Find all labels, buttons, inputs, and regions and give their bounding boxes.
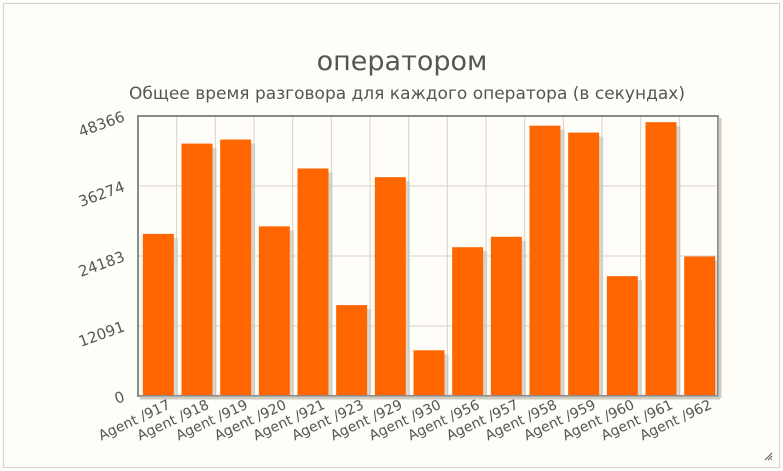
y-tick-label: 12091: [76, 318, 127, 351]
y-tick-label: 24183: [76, 248, 127, 281]
bar: [297, 168, 329, 396]
bar: [684, 256, 716, 396]
chart-panel: оператором Общее время разговора для каж…: [3, 3, 780, 468]
chart-subtitle: Общее время разговора для каждого операт…: [129, 84, 685, 104]
resize-grip-icon[interactable]: [763, 451, 773, 461]
y-tick-label: 0: [112, 388, 127, 408]
bar: [413, 350, 445, 396]
bar: [606, 276, 638, 396]
bar: [142, 233, 174, 396]
bar: [220, 139, 252, 396]
y-tick-label: 48366: [76, 108, 127, 141]
y-tick-label: 36274: [76, 178, 127, 211]
bar: [181, 143, 213, 396]
bar: [529, 125, 561, 397]
bars: [142, 122, 720, 397]
chart-title: оператором: [317, 46, 488, 77]
bar: [258, 226, 290, 396]
bar: [452, 247, 484, 396]
bar: [645, 122, 677, 397]
bar: [490, 236, 522, 396]
plot-frame: [137, 115, 719, 397]
bar-chart: оператором Общее время разговора для каж…: [76, 46, 722, 444]
bar: [568, 132, 600, 396]
bar: [336, 305, 368, 396]
bar: [374, 177, 406, 396]
axes: [137, 115, 722, 400]
